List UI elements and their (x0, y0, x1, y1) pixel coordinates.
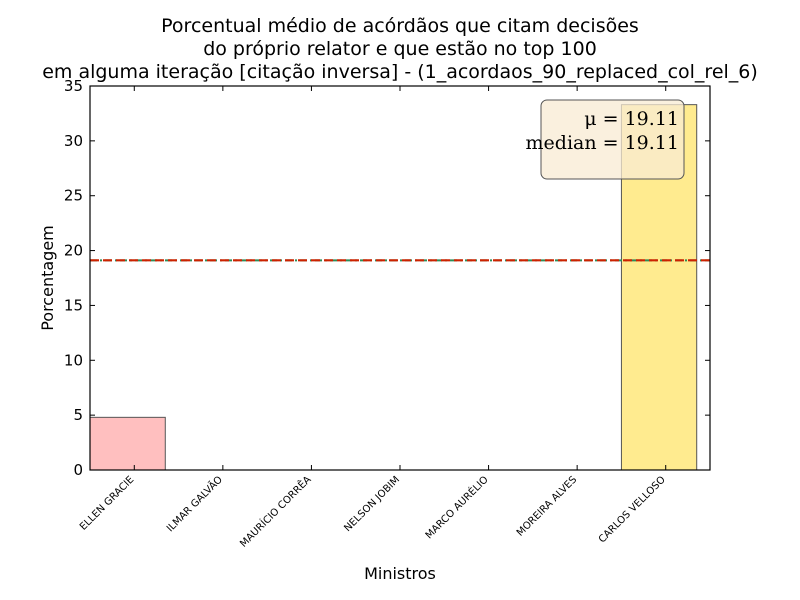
chart-title-line-1: Porcentual médio de acórdãos que citam d… (161, 15, 639, 37)
stats-mean-text: μ = 19.11 (584, 108, 679, 130)
x-tick-label-4: MARCO AURÉLIO (422, 473, 491, 542)
y-tick-label-4: 20 (64, 242, 83, 260)
chart-title: Porcentual médio de acórdãos que citam d… (42, 15, 758, 83)
y-tick-label-1: 5 (73, 406, 83, 424)
bar-1 (89, 416, 166, 471)
y-tick-label-5: 25 (64, 187, 83, 205)
chart-title-line-3: em alguma iteração [citação inversa] - (… (42, 61, 758, 83)
stats-median-text: median = 19.11 (526, 132, 679, 154)
y-axis-ticks: 0 5 10 15 20 25 30 35 (64, 77, 710, 479)
stats-legend-box: μ = 19.11 median = 19.11 (526, 99, 685, 180)
x-tick-label-3: NELSON JOBIM (342, 474, 402, 534)
y-tick-label-6: 30 (64, 132, 83, 150)
y-tick-label-3: 15 (64, 296, 83, 314)
x-tick-label-6: CARLOS VELLOSO (597, 474, 668, 545)
x-tick-label-2: MAURÍCIO CORRÊA (237, 473, 314, 550)
stats-box-background (540, 99, 685, 180)
x-tick-label-5: MOREIRA ALVES (515, 474, 579, 538)
x-axis-label: Ministros (364, 564, 436, 583)
y-tick-label-7: 35 (64, 77, 83, 95)
x-tick-label-0: ELLEN GRACIE (78, 474, 136, 532)
y-tick-label-2: 10 (64, 351, 83, 369)
y-tick-label-0: 0 (73, 461, 83, 479)
chart-title-line-2: do próprio relator e que estão no top 10… (203, 38, 597, 60)
y-axis-label: Porcentagem (38, 225, 57, 331)
x-tick-label-1: ILMAR GALVÃO (164, 473, 226, 535)
